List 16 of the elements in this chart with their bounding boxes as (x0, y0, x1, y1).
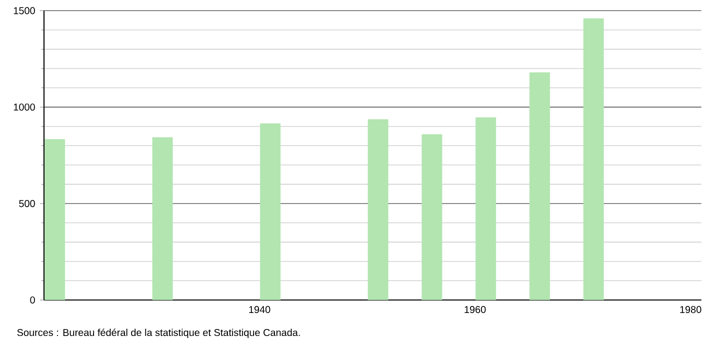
y-tick-label: 1500 (14, 7, 35, 14)
bar (476, 117, 496, 300)
x-tick-label: 1940 (249, 306, 270, 314)
y-tick-label: 0 (30, 296, 35, 304)
x-tick-label: 1980 (680, 306, 702, 314)
bar (529, 72, 550, 300)
bar (422, 134, 442, 300)
source-note: Sources : Bureau fédéral de la statistique et Statistique Canada. (17, 328, 300, 338)
bar (152, 137, 173, 300)
x-tick-label: 1960 (464, 306, 486, 314)
bar (368, 119, 388, 300)
bar (44, 139, 66, 300)
y-tick-label: 1000 (14, 104, 35, 111)
bar (260, 123, 281, 300)
bar (583, 18, 604, 300)
y-tick-label: 500 (19, 200, 35, 208)
